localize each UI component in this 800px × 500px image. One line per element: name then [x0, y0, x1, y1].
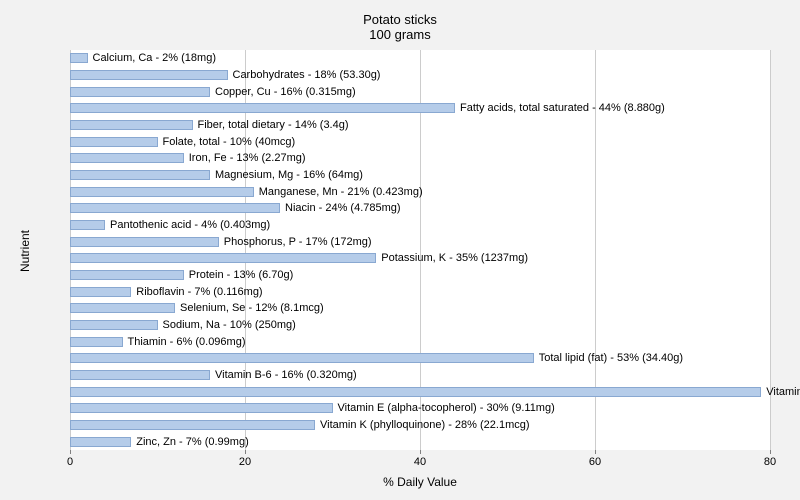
nutrient-label: Magnesium, Mg - 16% (64mg)	[210, 170, 363, 180]
chart-title: Potato sticks 100 grams	[0, 12, 800, 42]
bar-row: Zinc, Zn - 7% (0.99mg)	[70, 437, 770, 447]
nutrient-label: Vitamin B-6 - 16% (0.320mg)	[210, 370, 357, 380]
bar-row: Phosphorus, P - 17% (172mg)	[70, 237, 770, 247]
bar-row: Iron, Fe - 13% (2.27mg)	[70, 153, 770, 163]
bar-row: Vitamin K (phylloquinone) - 28% (22.1mcg…	[70, 420, 770, 430]
nutrient-label: Riboflavin - 7% (0.116mg)	[131, 287, 262, 297]
nutrient-label: Selenium, Se - 12% (8.1mcg)	[175, 303, 324, 313]
nutrient-label: Vitamin E (alpha-tocopherol) - 30% (9.11…	[333, 403, 555, 413]
nutrient-bar	[70, 287, 131, 297]
bar-row: Sodium, Na - 10% (250mg)	[70, 320, 770, 330]
nutrient-label: Iron, Fe - 13% (2.27mg)	[184, 153, 306, 163]
bar-row: Riboflavin - 7% (0.116mg)	[70, 287, 770, 297]
nutrient-bar	[70, 187, 254, 197]
x-tick-mark	[595, 450, 596, 454]
nutrient-label: Potassium, K - 35% (1237mg)	[376, 253, 528, 263]
nutrient-bar	[70, 103, 455, 113]
nutrient-label: Calcium, Ca - 2% (18mg)	[88, 53, 216, 63]
x-tick-mark	[70, 450, 71, 454]
nutrient-label: Vitamin C, total ascorbic acid - 79% (47…	[761, 387, 800, 397]
nutrient-bar	[70, 270, 184, 280]
bar-row: Selenium, Se - 12% (8.1mcg)	[70, 303, 770, 313]
title-line2: 100 grams	[369, 27, 430, 42]
nutrient-label: Phosphorus, P - 17% (172mg)	[219, 237, 372, 247]
y-axis-label: Nutrient	[18, 226, 32, 276]
nutrient-bar	[70, 387, 761, 397]
nutrient-label: Vitamin K (phylloquinone) - 28% (22.1mcg…	[315, 420, 530, 430]
bar-row: Pantothenic acid - 4% (0.403mg)	[70, 220, 770, 230]
nutrient-label: Pantothenic acid - 4% (0.403mg)	[105, 220, 270, 230]
nutrient-label: Fatty acids, total saturated - 44% (8.88…	[455, 103, 665, 113]
nutrient-label: Folate, total - 10% (40mcg)	[158, 137, 296, 147]
chart-container: Potato sticks 100 grams Nutrient Calcium…	[0, 0, 800, 500]
title-line1: Potato sticks	[363, 12, 437, 27]
nutrient-bar	[70, 237, 219, 247]
nutrient-bar	[70, 153, 184, 163]
bar-row: Potassium, K - 35% (1237mg)	[70, 253, 770, 263]
bar-row: Magnesium, Mg - 16% (64mg)	[70, 170, 770, 180]
nutrient-label: Zinc, Zn - 7% (0.99mg)	[131, 437, 248, 447]
nutrient-bar	[70, 53, 88, 63]
x-tick-label: 40	[414, 456, 426, 468]
plot-area: Calcium, Ca - 2% (18mg) Carbohydrates - 1…	[70, 50, 770, 450]
x-tick-label: 60	[589, 456, 601, 468]
nutrient-bar	[70, 253, 376, 263]
bar-row: Niacin - 24% (4.785mg)	[70, 203, 770, 213]
bar-row: Copper, Cu - 16% (0.315mg)	[70, 87, 770, 97]
x-tick-label: 80	[764, 456, 776, 468]
nutrient-label: Thiamin - 6% (0.096mg)	[123, 337, 246, 347]
x-tick-label: 20	[239, 456, 251, 468]
nutrient-bar	[70, 137, 158, 147]
bar-row: Total lipid (fat) - 53% (34.40g)	[70, 353, 770, 363]
bar-row: Vitamin B-6 - 16% (0.320mg)	[70, 370, 770, 380]
bar-row: Fiber, total dietary - 14% (3.4g)	[70, 120, 770, 130]
nutrient-bar	[70, 437, 131, 447]
bar-row: Vitamin E (alpha-tocopherol) - 30% (9.11…	[70, 403, 770, 413]
nutrient-label: Copper, Cu - 16% (0.315mg)	[210, 87, 356, 97]
x-tick-mark	[770, 450, 771, 454]
nutrient-label: Carbohydrates - 18% (53.30g)	[228, 70, 381, 80]
bar-row: Fatty acids, total saturated - 44% (8.88…	[70, 103, 770, 113]
nutrient-label: Sodium, Na - 10% (250mg)	[158, 320, 296, 330]
bar-row: Manganese, Mn - 21% (0.423mg)	[70, 187, 770, 197]
nutrient-bar	[70, 87, 210, 97]
nutrient-label: Manganese, Mn - 21% (0.423mg)	[254, 187, 423, 197]
nutrient-bar	[70, 337, 123, 347]
nutrient-bar	[70, 203, 280, 213]
nutrient-bar	[70, 370, 210, 380]
nutrient-label: Total lipid (fat) - 53% (34.40g)	[534, 353, 683, 363]
x-tick-label: 0	[67, 456, 73, 468]
x-tick-mark	[420, 450, 421, 454]
bar-row: Thiamin - 6% (0.096mg)	[70, 337, 770, 347]
nutrient-bar	[70, 420, 315, 430]
nutrient-bar	[70, 353, 534, 363]
bar-row: Carbohydrates - 18% (53.30g)	[70, 70, 770, 80]
nutrient-bar	[70, 70, 228, 80]
nutrient-bar	[70, 303, 175, 313]
nutrient-bar	[70, 120, 193, 130]
nutrient-label: Fiber, total dietary - 14% (3.4g)	[193, 120, 349, 130]
nutrient-bar	[70, 220, 105, 230]
bar-row: Protein - 13% (6.70g)	[70, 270, 770, 280]
nutrient-bar	[70, 403, 333, 413]
bar-row: Calcium, Ca - 2% (18mg)	[70, 53, 770, 63]
x-tick-mark	[245, 450, 246, 454]
nutrient-bar	[70, 320, 158, 330]
x-axis-label: % Daily Value	[70, 475, 770, 489]
bar-row: Vitamin C, total ascorbic acid - 79% (47…	[70, 387, 770, 397]
nutrient-bar	[70, 170, 210, 180]
nutrient-label: Niacin - 24% (4.785mg)	[280, 203, 401, 213]
bar-row: Folate, total - 10% (40mcg)	[70, 137, 770, 147]
nutrient-label: Protein - 13% (6.70g)	[184, 270, 294, 280]
